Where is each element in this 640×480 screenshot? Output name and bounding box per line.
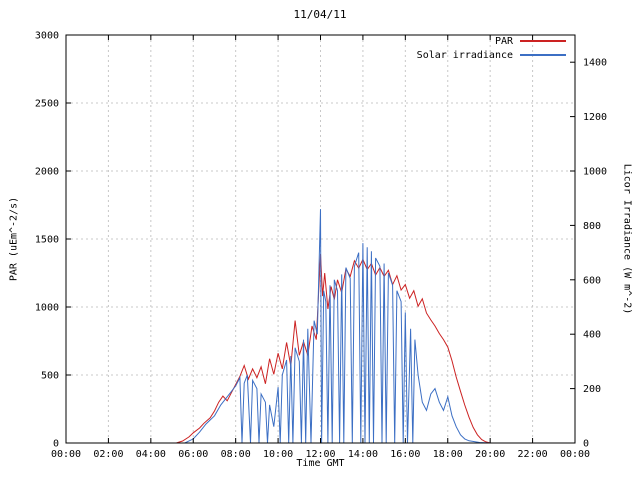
svg-text:06:00: 06:00 bbox=[178, 449, 208, 460]
axes-frame bbox=[65, 34, 576, 444]
svg-text:1000: 1000 bbox=[35, 303, 59, 314]
svg-text:12:00: 12:00 bbox=[305, 449, 335, 460]
svg-text:02:00: 02:00 bbox=[93, 449, 123, 460]
svg-text:600: 600 bbox=[583, 275, 601, 286]
legend-item-par: PAR bbox=[417, 34, 566, 48]
svg-text:00:00: 00:00 bbox=[51, 449, 81, 460]
legend-item-solar: Solar irradiance bbox=[417, 48, 566, 62]
legend-label-solar: Solar irradiance bbox=[416, 49, 513, 61]
gridlines bbox=[66, 35, 575, 443]
svg-text:20:00: 20:00 bbox=[475, 449, 505, 460]
svg-text:08:00: 08:00 bbox=[221, 449, 251, 460]
svg-text:18:00: 18:00 bbox=[433, 449, 463, 460]
svg-text:0: 0 bbox=[53, 439, 59, 450]
svg-text:22:00: 22:00 bbox=[518, 449, 548, 460]
svg-text:1400: 1400 bbox=[583, 58, 607, 69]
svg-text:14:00: 14:00 bbox=[348, 449, 378, 460]
svg-text:800: 800 bbox=[583, 221, 601, 232]
x-axis-label: Time GMT bbox=[296, 458, 345, 469]
chart-title: 11/04/11 bbox=[293, 8, 347, 21]
series-solar bbox=[66, 209, 575, 444]
svg-text:2500: 2500 bbox=[35, 99, 59, 110]
svg-text:1200: 1200 bbox=[583, 112, 607, 123]
svg-text:0: 0 bbox=[583, 439, 589, 450]
svg-text:10:00: 10:00 bbox=[263, 449, 293, 460]
y-axis-label: PAR (uEm^-2/s) bbox=[8, 196, 20, 282]
legend: PAR Solar irradiance bbox=[417, 34, 566, 62]
legend-label-par: PAR bbox=[494, 35, 513, 47]
svg-text:200: 200 bbox=[583, 384, 601, 395]
svg-text:500: 500 bbox=[41, 371, 59, 382]
svg-text:16:00: 16:00 bbox=[390, 449, 420, 460]
svg-text:400: 400 bbox=[583, 330, 601, 341]
svg-text:3000: 3000 bbox=[35, 31, 59, 42]
svg-text:00:00: 00:00 bbox=[560, 449, 590, 460]
tick-labels: 0 500 1000 1500 2000 2500 3000 0 200 400 600 800 100… bbox=[35, 31, 607, 461]
y2-axis-label: Licor Irradiance (W m^-2) bbox=[621, 163, 633, 315]
svg-text:1000: 1000 bbox=[583, 167, 607, 178]
par-line-swatch bbox=[520, 40, 566, 42]
solar-line-swatch bbox=[520, 54, 566, 56]
svg-text:04:00: 04:00 bbox=[136, 449, 166, 460]
svg-text:2000: 2000 bbox=[35, 167, 59, 178]
svg-text:1500: 1500 bbox=[35, 235, 59, 246]
